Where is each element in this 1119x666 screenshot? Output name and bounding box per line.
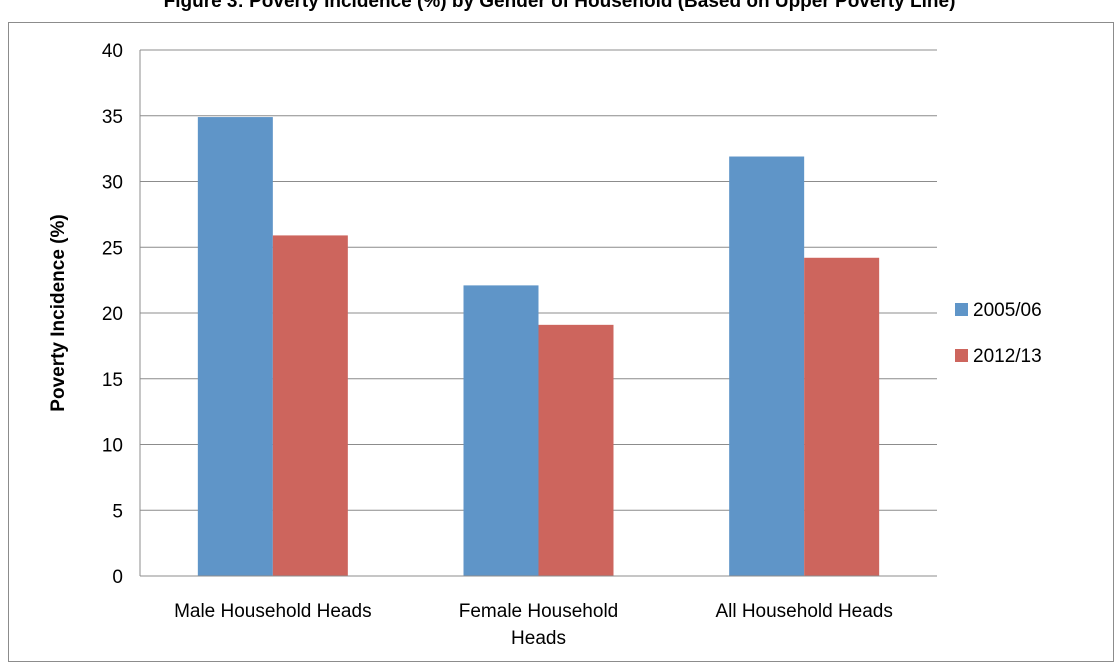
bar-2-series-0 bbox=[729, 156, 805, 576]
x-tick-label: Female Household bbox=[459, 601, 618, 622]
legend-swatch bbox=[955, 349, 968, 362]
bars bbox=[197, 117, 880, 577]
y-tick-label: 10 bbox=[102, 436, 123, 457]
y-tick-label: 20 bbox=[102, 304, 123, 325]
legend: 2005/06 2012/13 bbox=[955, 300, 1042, 367]
y-tick-label: 15 bbox=[102, 370, 123, 391]
x-tick-labels: Male Household Heads Female Household Head… bbox=[174, 601, 893, 649]
x-tick-label: Heads bbox=[511, 628, 566, 649]
x-tick-label: Male Household Heads bbox=[174, 601, 372, 622]
y-axis-title: Poverty Incidence (%) bbox=[48, 214, 69, 411]
x-tick-label: All Household Heads bbox=[715, 601, 892, 622]
y-tick-label: 25 bbox=[102, 238, 123, 259]
legend-swatch bbox=[955, 303, 968, 316]
y-tick-label: 40 bbox=[102, 41, 123, 62]
bar-chart: 0 5 10 15 20 25 30 35 40 Male Household Heads Fem… bbox=[48, 41, 1042, 649]
y-tick-labels: 0 5 10 15 20 25 30 35 40 bbox=[102, 41, 123, 588]
legend-label: 2012/13 bbox=[973, 346, 1042, 367]
y-tick-label: 5 bbox=[112, 501, 123, 522]
chart-title: Figure 3: Poverty Incidence (%) by Gende… bbox=[163, 0, 956, 12]
legend-label: 2005/06 bbox=[973, 300, 1042, 321]
y-tick-label: 0 bbox=[112, 567, 123, 588]
bar-2-series-1 bbox=[804, 257, 880, 576]
chart-title-strip: Figure 3: Poverty Incidence (%) by Gende… bbox=[0, 0, 1119, 20]
y-tick-label: 30 bbox=[102, 173, 123, 194]
bar-1-series-1 bbox=[538, 324, 614, 576]
chart-frame: 0 5 10 15 20 25 30 35 40 Male Household Heads Fem… bbox=[8, 22, 1114, 662]
y-tick-label: 35 bbox=[102, 107, 123, 128]
bar-1-series-0 bbox=[463, 285, 539, 576]
bar-0-series-0 bbox=[197, 117, 273, 576]
bar-0-series-1 bbox=[272, 235, 348, 577]
